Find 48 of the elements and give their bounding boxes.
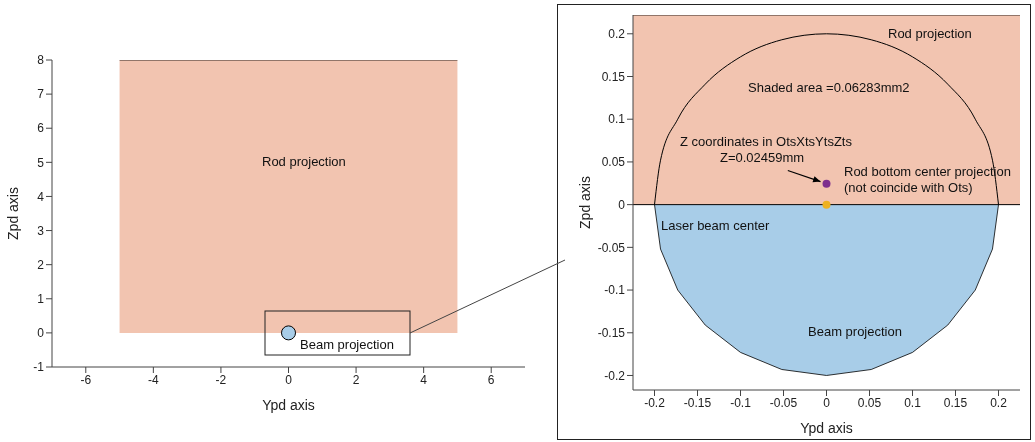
x-tick-label: 4 xyxy=(420,372,428,387)
y-tick-label: 1 xyxy=(37,292,45,307)
y-tick-label: 0.1 xyxy=(608,112,626,127)
x-tick-label: 0.05 xyxy=(857,395,882,410)
x-tick-label: -0.05 xyxy=(769,395,798,410)
y-axis-title: Zpd axis xyxy=(4,187,21,240)
x-tick-label: -6 xyxy=(80,372,92,387)
y-tick-label: 0 xyxy=(37,326,45,341)
y-tick-label: 2 xyxy=(37,257,45,272)
annotation: Laser beam center xyxy=(661,218,770,234)
x-axis-title: Ypd axis xyxy=(800,420,853,436)
annotation: Rod projection xyxy=(888,26,972,42)
x-tick-label: 0.2 xyxy=(990,395,1008,410)
y-tick-label: 0.2 xyxy=(608,27,626,42)
annotation: Beam projection xyxy=(808,324,902,340)
x-tick-label: -4 xyxy=(148,372,160,387)
x-tick-label: 0 xyxy=(285,372,293,387)
y-tick-label: 0.15 xyxy=(601,69,626,84)
x-tick-label: 6 xyxy=(487,372,495,387)
x-tick-label: 0 xyxy=(823,395,831,410)
x-tick-label: 0.1 xyxy=(904,395,922,410)
y-tick-label: -0.1 xyxy=(604,283,626,298)
y-tick-label: -0.05 xyxy=(597,240,626,255)
annotation: (not coincide with Ots) xyxy=(844,180,973,196)
x-tick-label: -2 xyxy=(215,372,227,387)
y-tick-label: 0 xyxy=(618,197,626,212)
y-tick-label: 7 xyxy=(37,87,45,102)
x-tick-label: 2 xyxy=(352,372,360,387)
annotation: Z=0.02459mm xyxy=(720,150,805,166)
y-tick-label: -1 xyxy=(33,360,45,375)
annotation: Rod projection xyxy=(262,154,346,170)
x-tick-label: -0.1 xyxy=(730,395,752,410)
x-axis-title: Ypd axis xyxy=(262,397,315,413)
y-tick-label: 0.05 xyxy=(601,155,626,170)
annotation: Z coordinates in OtsXtsYtsZts xyxy=(680,134,852,150)
y-tick-label: -0.15 xyxy=(597,326,626,341)
annotation: Beam projection xyxy=(300,337,394,353)
y-tick-label: 4 xyxy=(37,189,45,204)
y-tick-label: 5 xyxy=(37,155,45,170)
x-tick-label: 0.15 xyxy=(943,395,968,410)
annotation: Rod bottom center projection xyxy=(844,164,1011,180)
annotation: Shaded area =0.06283mm2 xyxy=(748,80,910,96)
y-tick-label: 3 xyxy=(37,223,45,238)
y-tick-label: 8 xyxy=(37,53,45,68)
y-tick-label: 6 xyxy=(37,121,45,136)
x-tick-label: -0.15 xyxy=(683,395,712,410)
x-tick-label: -0.2 xyxy=(644,395,666,410)
y-axis-title: Zpd axis xyxy=(576,176,593,229)
